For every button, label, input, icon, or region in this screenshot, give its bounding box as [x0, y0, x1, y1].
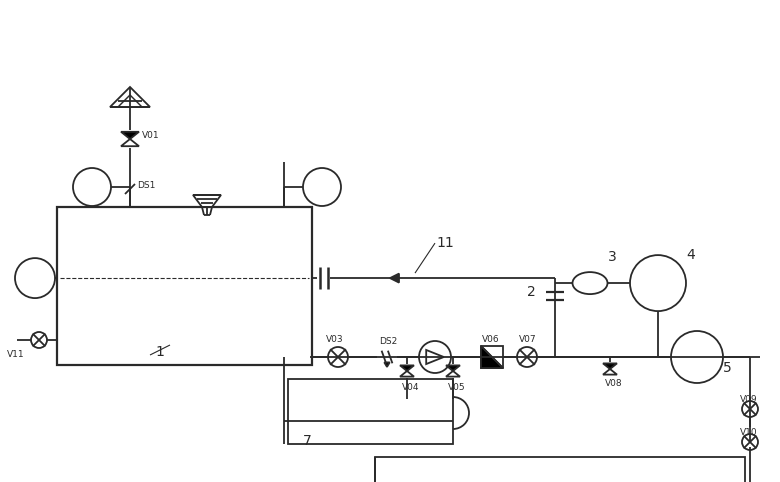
- Text: 11: 11: [436, 236, 454, 250]
- Bar: [288, 379, 453, 444]
- Polygon shape: [110, 87, 150, 107]
- Text: V04: V04: [402, 383, 420, 392]
- Circle shape: [394, 398, 420, 424]
- Text: V03: V03: [326, 335, 344, 344]
- Text: DS1: DS1: [137, 182, 155, 190]
- Ellipse shape: [573, 272, 608, 294]
- Polygon shape: [446, 371, 460, 376]
- Text: 4: 4: [686, 248, 695, 262]
- Circle shape: [742, 401, 758, 417]
- Polygon shape: [603, 369, 617, 375]
- Circle shape: [742, 434, 758, 450]
- Text: 7: 7: [303, 434, 312, 448]
- Polygon shape: [481, 346, 503, 368]
- Polygon shape: [603, 363, 617, 369]
- Circle shape: [419, 341, 451, 373]
- Text: V06: V06: [482, 335, 500, 344]
- Bar: [481, 346, 503, 368]
- Text: V08: V08: [605, 379, 622, 388]
- Polygon shape: [121, 139, 139, 146]
- Polygon shape: [400, 365, 414, 371]
- Polygon shape: [390, 274, 399, 282]
- Polygon shape: [446, 365, 460, 371]
- Polygon shape: [118, 95, 142, 107]
- Circle shape: [328, 347, 348, 367]
- Polygon shape: [400, 371, 414, 376]
- Text: V01: V01: [142, 131, 160, 139]
- Bar: [375, 457, 745, 482]
- Circle shape: [630, 255, 686, 311]
- Circle shape: [31, 332, 47, 348]
- Polygon shape: [121, 132, 139, 139]
- Text: V07: V07: [519, 335, 537, 344]
- Circle shape: [671, 331, 723, 383]
- Text: 1: 1: [155, 345, 164, 359]
- Circle shape: [73, 168, 111, 206]
- Circle shape: [437, 397, 469, 429]
- Text: V10: V10: [740, 428, 757, 437]
- Text: 3: 3: [608, 250, 617, 264]
- Polygon shape: [426, 350, 444, 364]
- Text: 2: 2: [527, 285, 536, 299]
- Circle shape: [303, 168, 341, 206]
- Polygon shape: [385, 362, 390, 367]
- Text: V05: V05: [448, 383, 466, 392]
- Polygon shape: [193, 195, 221, 207]
- Text: DS2: DS2: [379, 337, 397, 346]
- Text: V09: V09: [740, 395, 757, 404]
- Text: V11: V11: [7, 350, 25, 359]
- Text: 5: 5: [723, 361, 732, 375]
- Circle shape: [15, 258, 55, 298]
- Circle shape: [517, 347, 537, 367]
- Bar: [57, 207, 312, 365]
